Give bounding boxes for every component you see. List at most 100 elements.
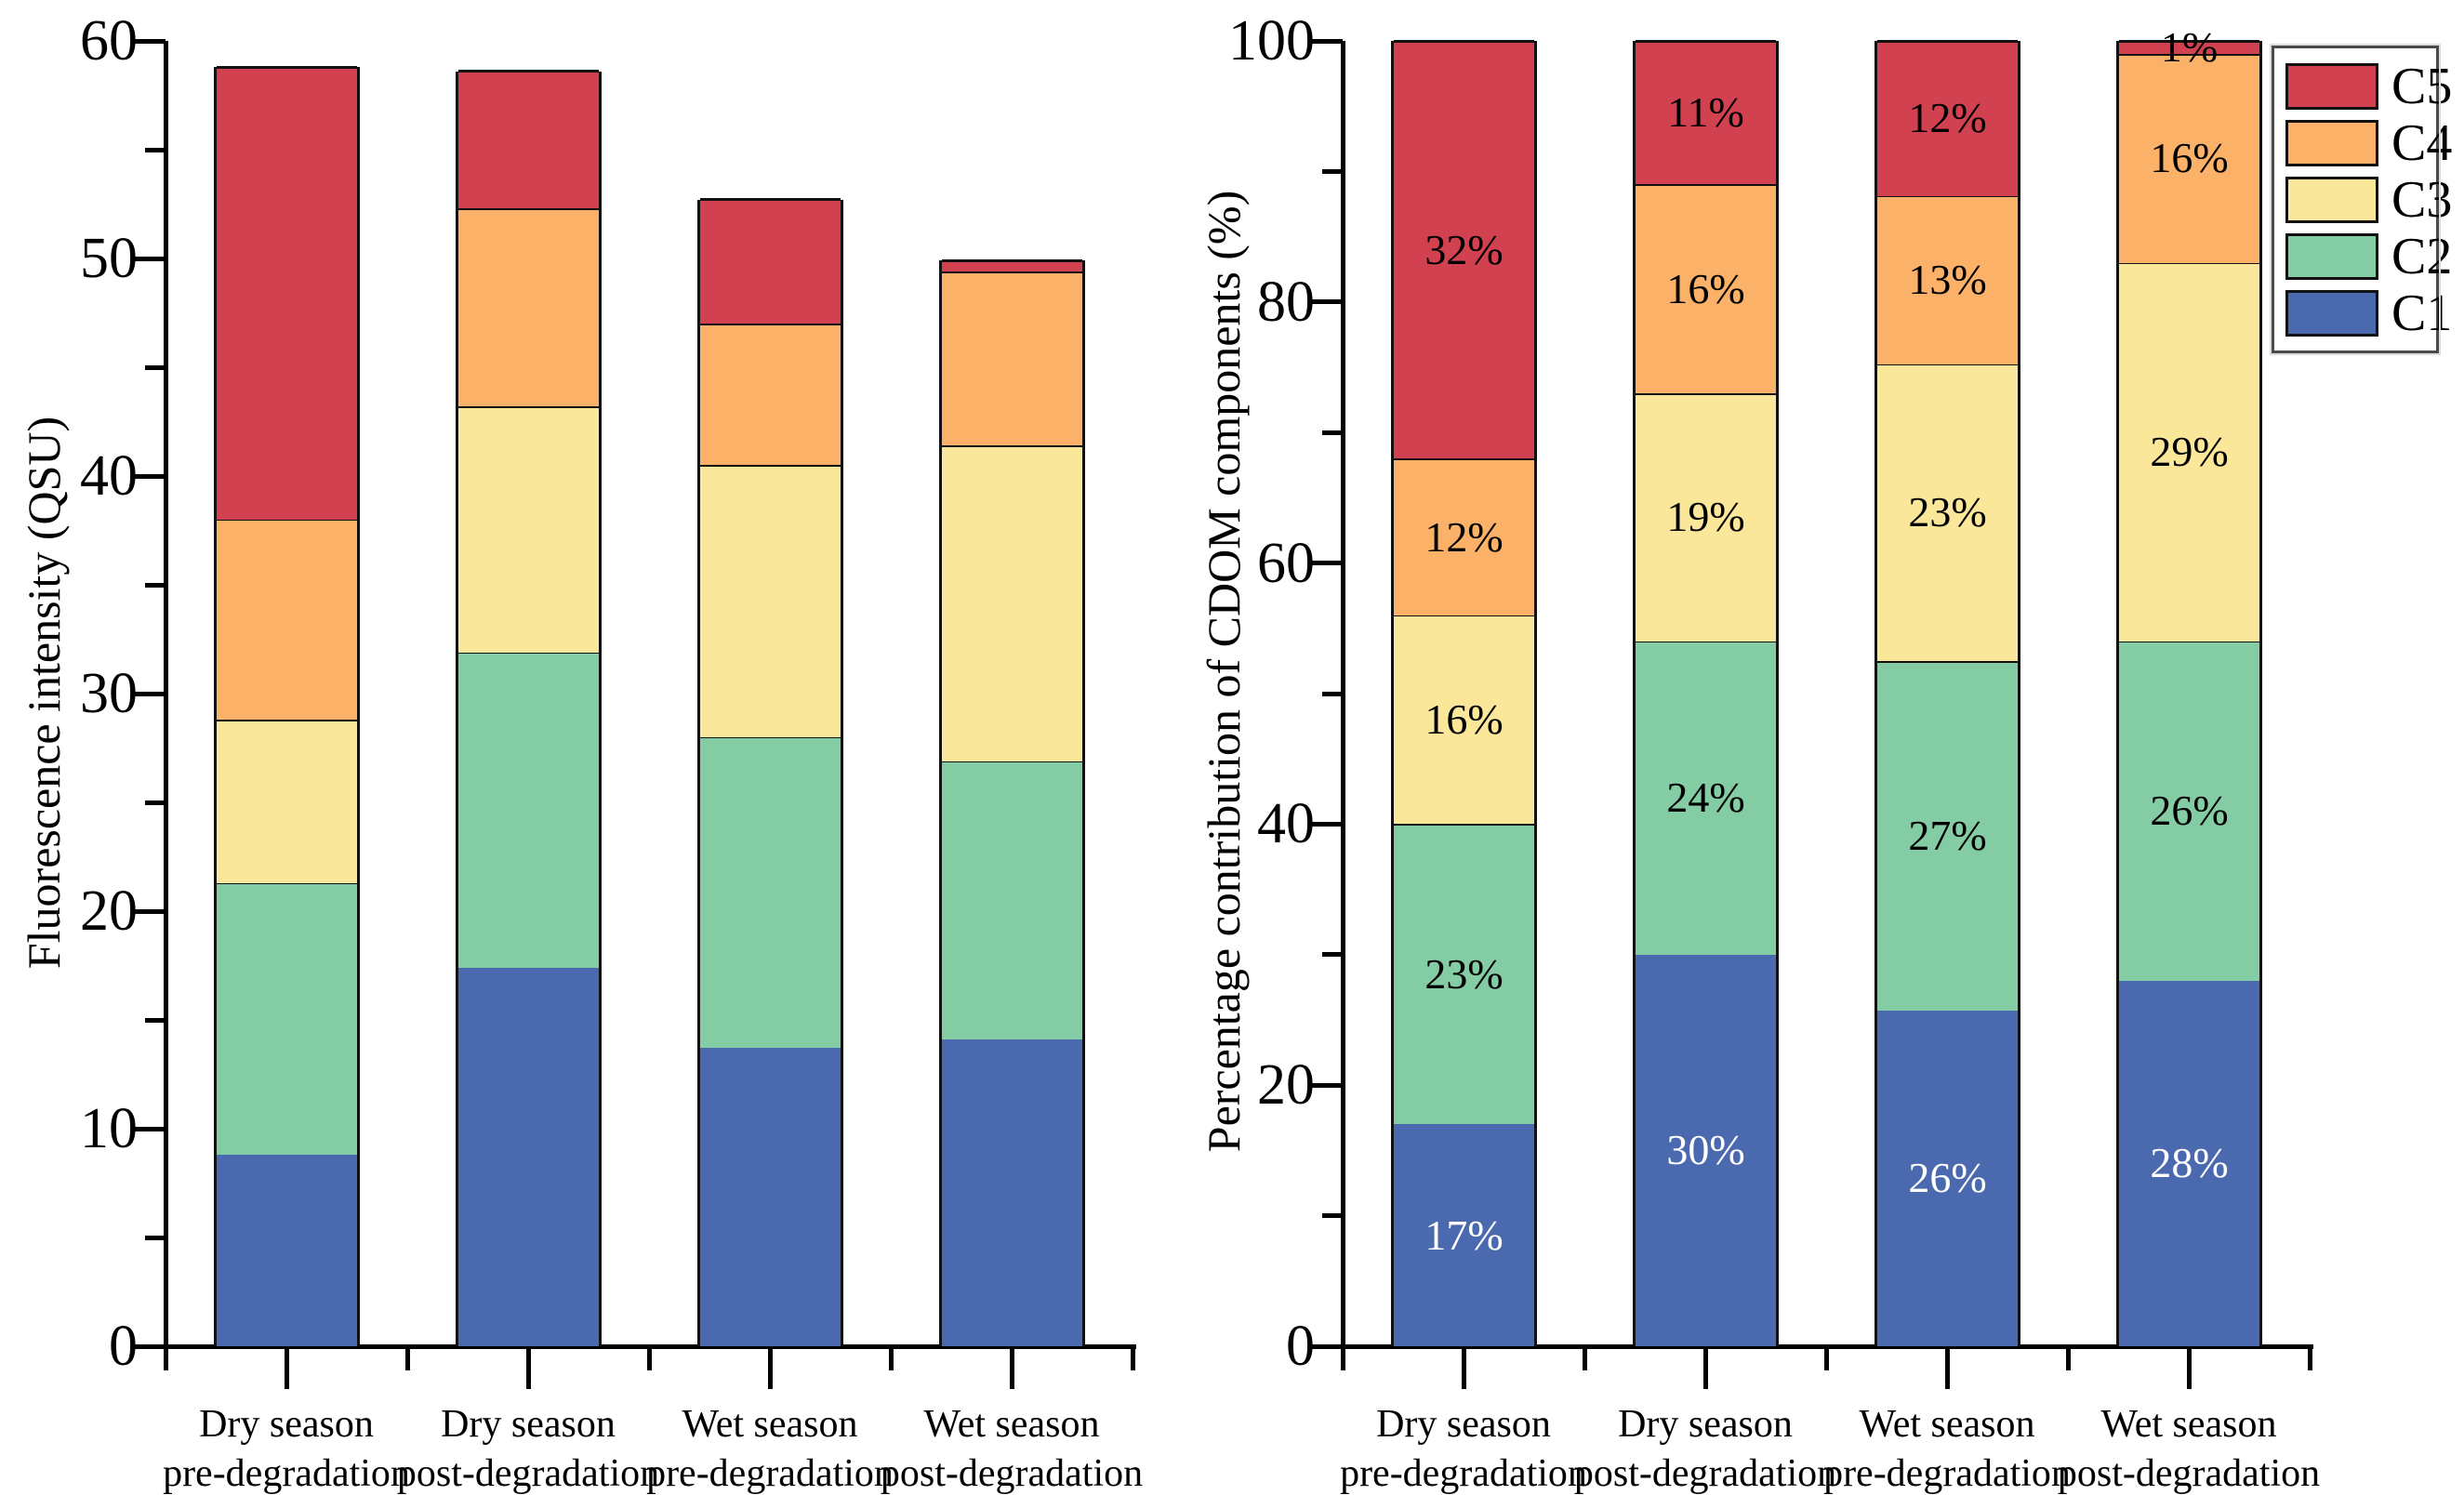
bar-segment-C3 — [1877, 364, 2018, 662]
segment-percent-label: 12% — [1908, 94, 1987, 142]
bar-segment-C5 — [700, 199, 841, 324]
bar-stack — [214, 65, 360, 1346]
x-boundary-tick — [889, 1346, 894, 1370]
legend: C5 C4 C3 C2 C1 — [2270, 44, 2452, 355]
bar-segment-C5 — [1394, 41, 1534, 459]
segment-boundary — [2119, 261, 2259, 265]
y-tick-label: 20 — [1257, 1053, 1315, 1118]
x-category-tick — [284, 1346, 289, 1389]
bar-segment-C5 — [2119, 41, 2259, 55]
y-minor-tick — [145, 800, 166, 805]
bar-segment-C5 — [217, 67, 357, 520]
segment-percent-label: 27% — [1908, 811, 1987, 859]
y-tick-label: 50 — [80, 227, 138, 290]
segment-boundary — [1636, 391, 1776, 395]
segment-percent-label: 30% — [1666, 1126, 1745, 1174]
legend-entry-C3: C3 — [2285, 171, 2452, 228]
bar-segment-C4 — [458, 208, 599, 407]
segment-boundary — [1877, 659, 2018, 663]
segment-percent-label: 29% — [2150, 428, 2229, 476]
legend-entry-C5: C5 — [2285, 58, 2452, 114]
y-major-tick — [1308, 561, 1343, 566]
legend-swatch-C5 — [2285, 62, 2378, 110]
segment-percent-label: 17% — [1424, 1211, 1504, 1259]
category-label-line: post-degradation — [1573, 1452, 1837, 1495]
category-label-line: pre-degradation — [1823, 1452, 2071, 1495]
segment-boundary — [2119, 39, 2259, 43]
x-boundary-tick — [647, 1346, 652, 1370]
legend-swatch-C3 — [2285, 176, 2378, 223]
category-label-line: pre-degradation — [646, 1452, 894, 1495]
category-label-line: Wet season — [923, 1403, 1100, 1446]
y-minor-tick — [145, 147, 166, 152]
category-label-line: pre-degradation — [163, 1452, 410, 1495]
segment-percent-label: 16% — [1424, 695, 1504, 744]
segment-percent-label: 23% — [1424, 949, 1504, 998]
bar-segment-C4 — [2119, 54, 2259, 263]
legend-label: C2 — [2391, 227, 2453, 285]
segment-boundary — [1877, 194, 2018, 198]
x-boundary-tick — [1583, 1346, 1587, 1370]
category-label-line: Wet season — [1859, 1403, 2035, 1446]
segment-percent-label: 26% — [1908, 1154, 1987, 1202]
y-major-tick — [131, 1126, 166, 1131]
segment-percent-label: 16% — [2150, 134, 2229, 182]
y-minor-tick — [145, 364, 166, 370]
bar-segment-C1 — [1877, 1010, 2018, 1346]
segment-percent-label: 13% — [1908, 256, 1987, 304]
y-major-tick — [131, 256, 166, 261]
y-tick-label: 60 — [1257, 531, 1315, 595]
bar-segment-C3 — [1394, 615, 1534, 825]
legend-swatch-C1 — [2285, 289, 2378, 337]
bar-segment-C4 — [1394, 458, 1534, 615]
segment-percent-label: 23% — [1908, 488, 1987, 536]
bar-segment-C3 — [458, 406, 599, 653]
category-label-line: Wet season — [682, 1403, 858, 1446]
bar-segment-C5 — [1636, 41, 1776, 185]
category-label-line: post-degradation — [880, 1452, 1144, 1495]
y-major-tick — [1308, 38, 1343, 44]
segment-boundary — [942, 270, 1082, 273]
segment-boundary — [217, 881, 357, 885]
bar-segment-C2 — [1394, 824, 1534, 1125]
bar-segment-C5 — [942, 260, 1082, 272]
legend-label: C1 — [2391, 284, 2453, 342]
segment-percent-label: 1% — [2160, 23, 2219, 72]
x-category-tick — [525, 1346, 531, 1389]
category-label: Wet season post-degradation — [2058, 1400, 2320, 1495]
segment-percent-label: 32% — [1424, 225, 1504, 273]
segment-boundary — [1394, 39, 1534, 43]
x-boundary-tick — [1824, 1346, 1829, 1370]
segment-boundary — [700, 322, 841, 325]
y-tick-label: 0 — [109, 1315, 138, 1378]
segment-percent-label: 11% — [1667, 88, 1744, 137]
bar-segment-C3 — [700, 465, 841, 737]
y-tick-label: 60 — [80, 9, 138, 73]
bar-segment-C1 — [1394, 1124, 1534, 1346]
category-label-line: post-degradation — [396, 1452, 660, 1495]
y-minor-tick — [145, 1017, 166, 1023]
segment-boundary — [700, 198, 841, 202]
x-category-tick — [767, 1346, 773, 1389]
segment-boundary — [1636, 182, 1776, 186]
bar-segment-C2 — [458, 652, 599, 968]
y-major-tick — [1308, 1343, 1343, 1349]
segment-boundary — [942, 760, 1082, 763]
x-category-tick — [1461, 1346, 1466, 1389]
category-label: Wet season post-degradation — [881, 1400, 1143, 1495]
y-minor-tick — [145, 582, 166, 588]
bar-segment-C4 — [942, 271, 1082, 446]
y-tick-label: 40 — [80, 444, 138, 508]
y-major-tick — [131, 908, 166, 914]
y-tick-label: 10 — [80, 1097, 138, 1160]
y-tick-label: 40 — [1257, 792, 1315, 856]
y-tick-label: 30 — [80, 662, 138, 725]
y-tick-label: 0 — [1286, 1315, 1315, 1378]
bar-stack — [939, 258, 1085, 1346]
bar-segment-C2 — [217, 882, 357, 1156]
y-minor-tick — [1322, 168, 1343, 174]
segment-percent-label: 26% — [2150, 787, 2229, 835]
y-tick-label: 80 — [1257, 270, 1315, 334]
segment-boundary — [458, 70, 599, 73]
x-category-tick — [1944, 1346, 1950, 1389]
